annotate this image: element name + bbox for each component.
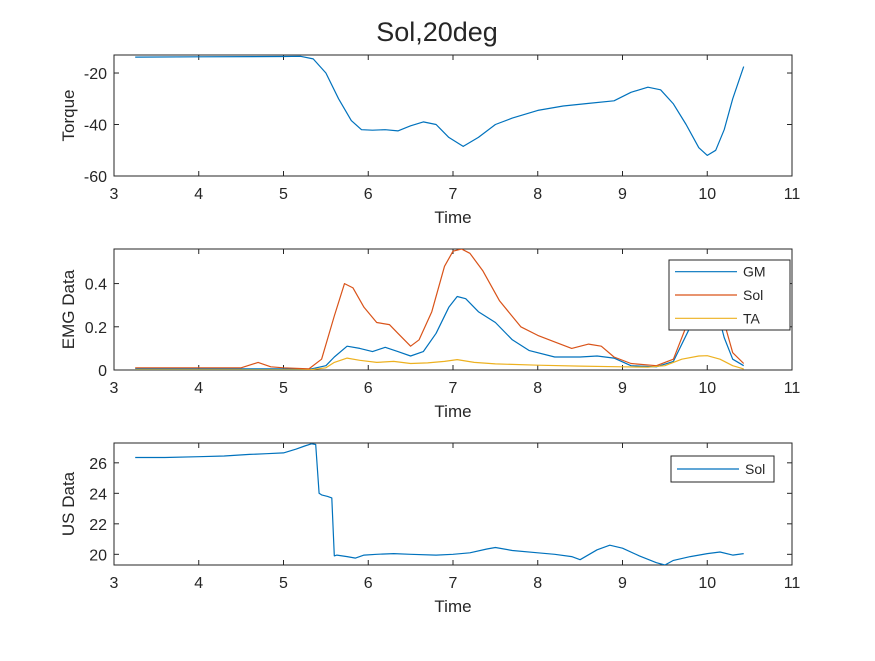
x-tick-label: 5 [279, 186, 288, 203]
plots: 3 4 5 6 7 8 9 10 11 -60 -40 -20 Time Torque 3 4 5 6 7 8 9 10 1… [59, 54, 801, 616]
series-line-sol [135, 443, 744, 565]
x-tick-label: 9 [618, 186, 627, 203]
subplot-1: 3 4 5 6 7 8 9 10 11 -60 -40 -20 Time Torque [59, 54, 801, 227]
y-tick-label: 24 [89, 486, 107, 503]
x-tick-label: 7 [449, 380, 458, 397]
x-axis-label: Time [434, 402, 471, 421]
x-tick-label: 10 [698, 575, 716, 592]
y-axis-label: US Data [59, 471, 78, 536]
legend-label-ta: TA [743, 310, 761, 326]
x-tick-label: 11 [784, 380, 801, 397]
y-tick-label: -60 [84, 169, 107, 186]
legend-label-sol: Sol [743, 287, 763, 303]
x-tick-label: 4 [194, 575, 203, 592]
x-tick-label: 6 [364, 380, 373, 397]
x-tick-label: 8 [533, 186, 542, 203]
y-tick-label: 20 [89, 547, 107, 564]
x-tick-label: 11 [784, 575, 801, 592]
series-line-ta [135, 355, 744, 370]
legend-label-sol: Sol [745, 461, 765, 477]
x-axis-label: Time [434, 597, 471, 616]
x-tick-label: 3 [110, 575, 119, 592]
x-tick-label: 10 [698, 186, 716, 203]
series-line-data [135, 55, 745, 156]
x-tick-label: 7 [449, 575, 458, 592]
x-tick-label: 7 [449, 186, 458, 203]
y-tick-label: 0 [98, 363, 107, 380]
y-axis-label: Torque [59, 90, 78, 142]
y-axis-label: EMG Data [59, 269, 78, 349]
legend: GM Sol TA [668, 259, 791, 331]
axes-box [113, 54, 793, 177]
x-tick-label: 4 [194, 186, 203, 203]
y-tick-label: 0.2 [85, 320, 107, 337]
y-tick-label: 26 [89, 456, 107, 473]
x-tick-label: 5 [279, 380, 288, 397]
legend: Sol [670, 455, 775, 483]
y-tick-label: 22 [89, 517, 107, 534]
x-tick-label: 9 [618, 380, 627, 397]
x-tick-label: 8 [533, 575, 542, 592]
x-tick-label: 6 [364, 186, 373, 203]
series-line-sol [135, 249, 745, 370]
x-tick-label: 11 [784, 186, 801, 203]
x-axis-label: Time [434, 208, 471, 227]
legend-label-gm: GM [743, 264, 766, 280]
series-line-gm [135, 295, 745, 370]
figure-title: Sol,20deg [376, 17, 498, 47]
y-tick-label: -40 [84, 118, 107, 135]
y-tick-label: 0.4 [85, 277, 107, 294]
x-tick-label: 3 [110, 186, 119, 203]
y-tick-label: -20 [84, 66, 107, 83]
subplot-3: 3 4 5 6 7 8 9 10 11 20 22 24 26 Time US Data Sol [59, 442, 801, 616]
x-tick-label: 8 [533, 380, 542, 397]
x-tick-label: 6 [364, 575, 373, 592]
x-tick-label: 5 [279, 575, 288, 592]
subplot-2: 3 4 5 6 7 8 9 10 11 0 0.2 0.4 Time EMG Data GM Sol TA [59, 248, 801, 421]
x-tick-label: 4 [194, 380, 203, 397]
x-tick-label: 10 [698, 380, 716, 397]
x-tick-label: 9 [618, 575, 627, 592]
x-tick-label: 3 [110, 380, 119, 397]
